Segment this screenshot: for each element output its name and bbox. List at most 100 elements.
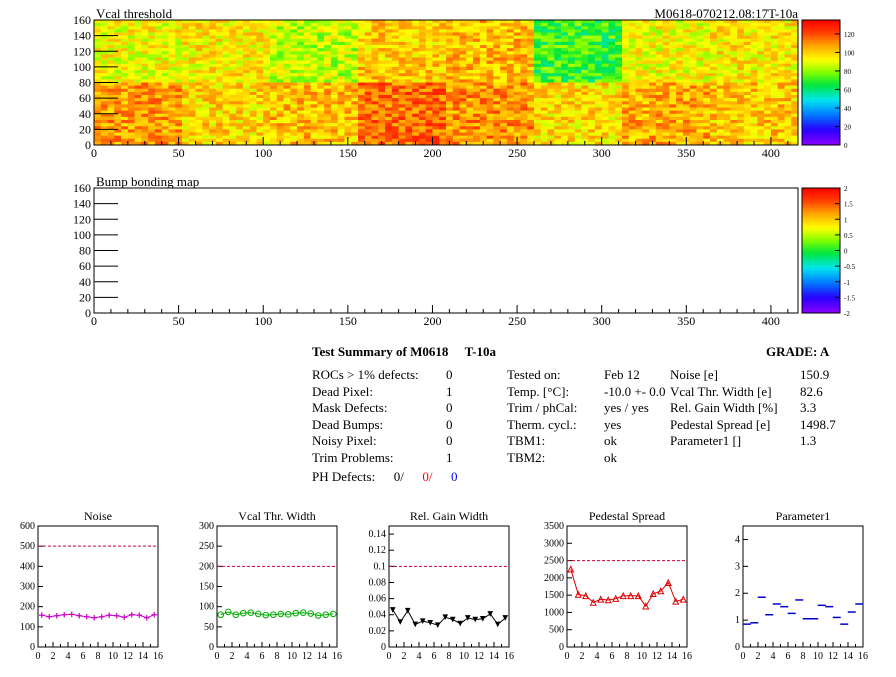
plot-1-point-15 [329, 610, 337, 618]
map-1-palette-label-0: 2 [844, 185, 848, 193]
plot-1-point-5 [254, 610, 262, 618]
plot-2-point-1 [397, 619, 404, 625]
plot-4-xtick-label-0: 0 [741, 651, 746, 662]
plot-2-point-5 [427, 620, 434, 626]
plot-3-point-12 [657, 587, 665, 595]
map-1-ytick-label-8: 160 [73, 181, 91, 195]
ph-defects-v3: 0 [450, 469, 458, 484]
map-0-xtick-label-3: 150 [339, 146, 357, 160]
map-1-palette-step [802, 300, 840, 304]
grade-label: GRADE: [766, 344, 818, 359]
map-0-palette-step [802, 37, 840, 41]
plot-1-title: Vcal Thr. Width [238, 509, 315, 523]
plot-1-series-line [220, 611, 334, 617]
map-0-palette-step [802, 52, 840, 56]
ph-defects-v1: 0/ [393, 469, 404, 484]
plot-4-title: Parameter1 [776, 509, 831, 523]
defect-value-1: 1 [446, 383, 453, 399]
defect-value-0: 0 [446, 367, 453, 382]
plot-3-series-line [570, 569, 684, 608]
plot-3-title: Pedestal Spread [589, 509, 665, 523]
test-info-label-5: TBM2: [507, 450, 546, 465]
map-1-title: Bump bonding map [96, 174, 199, 189]
map-1-palette-step [802, 273, 840, 276]
map-0-ytick-label-7: 140 [73, 29, 91, 43]
defect-label-1: Dead Pixel: [312, 383, 374, 399]
plot-2-xtick-label-1: 2 [402, 651, 407, 662]
ph-defects-row: PH Defects: 0/ 0/ 0 [312, 469, 457, 485]
plot-1-point-13 [314, 612, 322, 619]
map-0-palette-step [802, 100, 840, 103]
map-1-palette-label-1: 1.5 [844, 201, 853, 209]
map-0-palette-step [802, 45, 840, 48]
plot-1-xtick-label-6: 12 [302, 651, 312, 662]
test-info-value-5: ok [604, 450, 617, 465]
defect-value-4: 0 [446, 433, 453, 449]
plot-0-title: Noise [84, 509, 112, 523]
map-0-ytick-label-2: 40 [79, 107, 91, 121]
plot-1-point-10 [292, 609, 300, 617]
plot-3-xtick-label-8: 16 [682, 651, 692, 662]
map-1-palette-label-6: -1 [844, 279, 850, 287]
plot-3-xtick-label-6: 12 [652, 651, 662, 662]
map-1-palette-step [802, 308, 840, 311]
plot-0-xtick-label-0: 0 [36, 651, 41, 662]
map-0-palette-step [802, 60, 840, 63]
map-0-ytick-label-1: 20 [79, 122, 91, 136]
map-1-palette-step [802, 215, 840, 219]
map-0-palette-step [802, 117, 840, 121]
map-1-palette-step [802, 230, 840, 234]
plot-3-point-0 [567, 565, 575, 573]
map-1-ytick-label-3: 60 [79, 259, 91, 273]
plot-0-ytick-label-4: 400 [20, 561, 35, 572]
plot-1-xtick-label-2: 4 [245, 651, 250, 662]
plot-2-point-6 [434, 622, 441, 629]
map-0-palette-step [802, 70, 840, 73]
plot-3-xtick-label-5: 10 [637, 651, 647, 662]
plot-3-point-15 [679, 595, 687, 603]
map-1-palette-step [802, 218, 840, 221]
defect-label-3: Dead Bumps: [312, 416, 384, 432]
map-1-palette-label-8: -2 [844, 310, 850, 318]
map-1-palette-step [802, 223, 840, 226]
map-0-palette-step [802, 32, 840, 36]
map-1-palette-step [802, 285, 840, 289]
test-info-label-1: Temp. [°C]: [507, 383, 570, 399]
map-1-palette-step [802, 258, 840, 261]
map-1-palette-step [802, 265, 840, 269]
plot-2-point-4 [419, 618, 426, 624]
map-0-palette-label-2: 40 [844, 105, 852, 113]
map-0-palette-step [802, 65, 840, 68]
plot-1-ytick-label-0: 0 [209, 642, 214, 653]
map-0-palette-step [802, 135, 840, 138]
plot-1-point-6 [262, 611, 270, 619]
result-label-3: Pedestal Spread [e] [670, 416, 771, 432]
plot-1-point-8 [277, 610, 285, 618]
map-1-xtick-label-2: 100 [254, 314, 272, 328]
map-1-palette-step [802, 228, 840, 231]
plot-3-point-9 [634, 591, 642, 600]
map-1-palette-step [802, 290, 840, 294]
defect-value-5: 1 [446, 450, 453, 465]
plot-4-xtick-label-2: 4 [771, 651, 776, 662]
map-1-palette-step [802, 293, 840, 296]
map-1-palette-step [802, 280, 840, 284]
grade-box: GRADE: A [766, 344, 829, 360]
map-0-palette-step [802, 132, 840, 136]
map-1-palette-step [802, 213, 840, 216]
map-0-palette-step [802, 142, 840, 146]
map-0-ytick-label-0: 0 [85, 138, 91, 152]
map-1-palette-step [802, 310, 840, 314]
plot-1-ytick-label-4: 200 [199, 561, 214, 572]
ph-defects-v2: 0/ [422, 469, 433, 484]
plot-2-xtick-label-8: 16 [504, 651, 514, 662]
plot-0-xtick-label-2: 4 [66, 651, 71, 662]
map-1-palette-step [802, 288, 840, 291]
plot-4-xtick-label-8: 16 [858, 651, 868, 662]
map-0-xtick-label-7: 350 [677, 146, 695, 160]
plot-1-xtick-label-4: 8 [275, 651, 280, 662]
map-1-palette-step [802, 188, 840, 191]
map-0-palette-label-6: 120 [844, 31, 855, 39]
